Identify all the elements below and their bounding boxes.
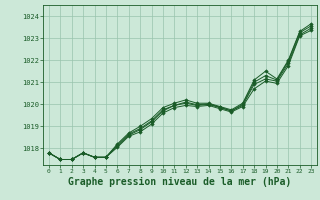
X-axis label: Graphe pression niveau de la mer (hPa): Graphe pression niveau de la mer (hPa)	[68, 177, 292, 187]
